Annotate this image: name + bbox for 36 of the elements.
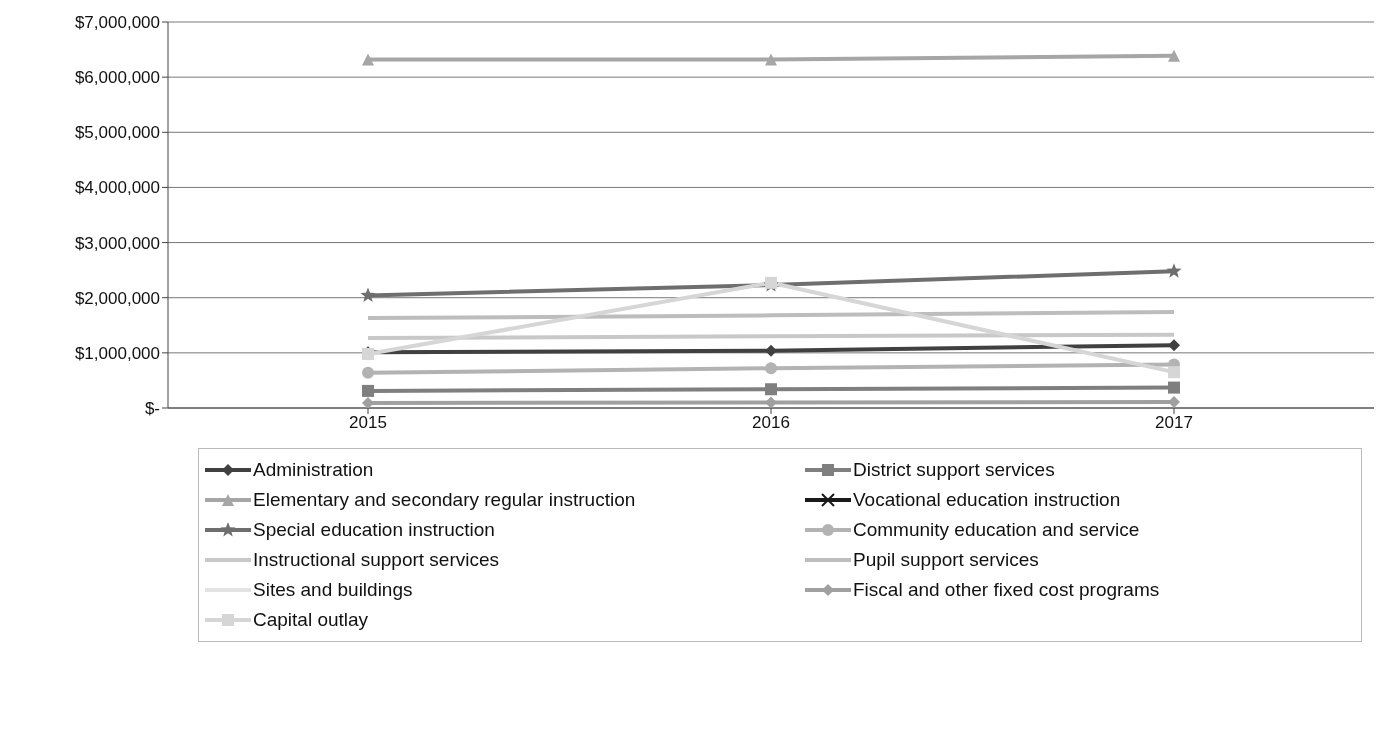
x-tick-label: 2015 [349,413,387,433]
point [765,344,777,357]
point [362,53,374,66]
y-tick-label: $5,000,000 [74,123,160,143]
legend-label: Community education and service [853,519,1140,541]
legend-label: Vocational education instruction [853,489,1121,511]
legend-label: Instructional support services [253,549,500,571]
point [1168,339,1180,352]
point [1168,381,1180,394]
legend-label: District support services [853,459,1055,481]
point [765,396,777,408]
point [360,287,376,302]
point [1168,366,1180,379]
point [765,383,777,396]
legend-label: Capital outlay [253,609,369,631]
x-tick-label: 2016 [752,413,790,433]
point [1166,263,1182,278]
point [362,366,374,379]
point [765,53,777,66]
y-tick-label: $7,000,000 [74,13,160,33]
y-tick-label: $2,000,000 [74,288,160,308]
legend-label: Fiscal and other fixed cost programs [853,579,1160,601]
x-tick-label: 2017 [1155,413,1193,433]
y-tick-label: $4,000,000 [74,178,160,198]
y-tick-label: $- [144,399,160,419]
point [765,362,777,375]
legend-label: Pupil support services [853,549,1039,571]
point [1168,49,1180,62]
y-tick-label: $3,000,000 [74,233,160,253]
legend-label: Special education instruction [253,519,495,541]
legend-label: Sites and buildings [253,579,413,601]
point [362,384,374,397]
y-tick-label: $1,000,000 [74,343,160,363]
y-tick-label: $6,000,000 [74,68,160,88]
legend-label: Elementary and secondary regular instruction [253,489,636,511]
legend-label: Administration [253,459,374,481]
